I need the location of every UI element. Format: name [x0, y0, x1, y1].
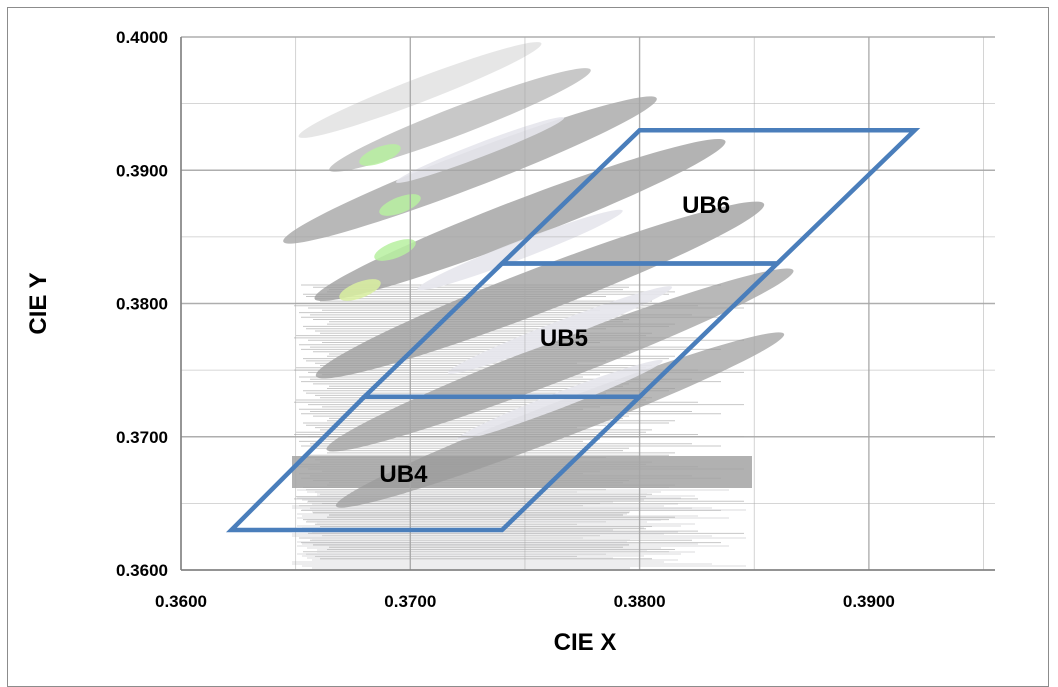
bg-highlight — [395, 117, 565, 183]
y-tick-label: 0.3900 — [116, 161, 168, 180]
axes — [180, 37, 995, 571]
bin-label-ub6: UB6 — [682, 192, 730, 219]
y-tick-label: 0.3800 — [116, 295, 168, 314]
y-tick-label: 0.3700 — [116, 428, 168, 447]
y-tick-label: 0.3600 — [116, 561, 168, 580]
bg-ellipse — [335, 332, 785, 508]
x-tick-label: 0.3900 — [843, 592, 895, 611]
x-axis-title: CIE X — [554, 629, 617, 656]
x-tick-label: 0.3600 — [155, 592, 207, 611]
tick-labels: 0.3600 0.3700 0.3800 0.3900 0.3600 0.3700 0.38… — [116, 28, 895, 611]
bg-accent — [339, 279, 381, 301]
y-axis-title: CIE Y — [25, 272, 52, 334]
bin-label-ub4: UB4 — [379, 461, 428, 488]
bg-ellipse — [314, 138, 726, 302]
bg-band — [292, 456, 752, 488]
bg-accent — [359, 144, 401, 166]
y-tick-label: 0.4000 — [116, 28, 168, 47]
bg-ellipse — [326, 268, 794, 452]
bg-highlight — [417, 209, 623, 291]
bin-label-ub5: UB5 — [540, 325, 588, 352]
bg-accent — [374, 239, 416, 261]
bg-highlight — [457, 359, 663, 441]
background-distribution — [283, 42, 794, 569]
x-tick-label: 0.3700 — [384, 592, 436, 611]
bin-outlines: UB4 UB5 UB6 — [225, 128, 921, 533]
bg-ellipse — [298, 42, 542, 138]
x-tick-label: 0.3800 — [614, 592, 666, 611]
bin-outline-ub6 — [496, 128, 921, 266]
bg-highlight — [447, 286, 673, 374]
